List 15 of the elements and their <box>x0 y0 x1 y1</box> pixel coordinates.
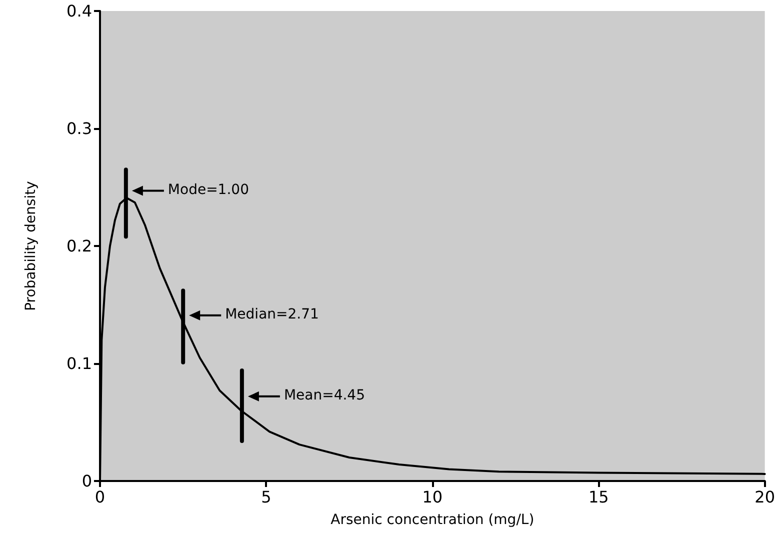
annotation: Mode=1.00 <box>168 182 249 198</box>
x-tick-label: 20 <box>754 488 775 506</box>
x-tick-label: 0 <box>94 488 106 506</box>
annotation: Mean=4.45 <box>284 387 365 404</box>
y-axis-title: Probability density <box>23 181 39 311</box>
y-tick-label: 0.1 <box>66 354 92 373</box>
y-tick-label: 0.3 <box>66 119 92 138</box>
y-tick-label: 0.4 <box>66 2 92 20</box>
annotation: Median=2.71 <box>225 306 319 322</box>
x-tick-label: 15 <box>588 488 609 506</box>
y-tick-label: 0.2 <box>66 236 92 256</box>
x-tick-label: 10 <box>422 488 443 506</box>
y-tick-label: 0 <box>82 472 92 490</box>
x-axis-title: Arsenic concentration (mg/L) <box>330 512 534 528</box>
x-tick-label: 5 <box>261 488 272 506</box>
